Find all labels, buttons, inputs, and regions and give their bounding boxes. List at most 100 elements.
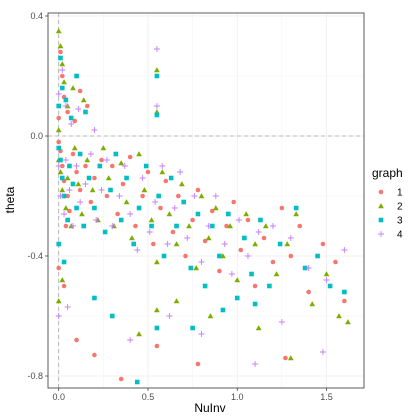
data-point bbox=[267, 283, 272, 289]
data-point bbox=[71, 145, 78, 151]
data-point bbox=[121, 163, 128, 169]
data-point bbox=[234, 277, 241, 283]
data-point bbox=[154, 112, 160, 118]
data-point bbox=[97, 163, 103, 169]
legend-label: 1 bbox=[397, 188, 403, 199]
data-point bbox=[84, 157, 91, 163]
data-point bbox=[70, 181, 76, 187]
data-point bbox=[217, 253, 222, 259]
data-point bbox=[59, 175, 65, 181]
data-point bbox=[190, 325, 195, 331]
data-point bbox=[75, 106, 82, 112]
data-point bbox=[61, 79, 67, 85]
legend-item-4: 4 bbox=[378, 230, 403, 241]
data-point bbox=[183, 253, 188, 259]
data-point bbox=[151, 241, 156, 247]
data-point bbox=[55, 163, 62, 169]
data-point bbox=[315, 253, 320, 259]
data-point bbox=[284, 241, 291, 247]
data-point bbox=[123, 199, 130, 205]
data-point bbox=[103, 157, 110, 163]
data-point bbox=[143, 163, 149, 169]
data-point bbox=[249, 271, 254, 277]
y-tick-label: -0.8 bbox=[27, 371, 43, 381]
data-point bbox=[252, 301, 258, 307]
data-point bbox=[258, 217, 263, 223]
data-point bbox=[345, 319, 351, 325]
legend-item-3: 3 bbox=[378, 216, 403, 227]
legend-item-2: 2 bbox=[378, 202, 403, 213]
data-point bbox=[59, 73, 65, 79]
data-point bbox=[136, 151, 142, 157]
data-point bbox=[77, 151, 83, 157]
data-point bbox=[159, 163, 166, 169]
legend-label: 2 bbox=[397, 202, 403, 213]
data-point bbox=[57, 193, 64, 199]
data-point bbox=[227, 223, 233, 229]
data-point bbox=[67, 163, 72, 169]
data-point bbox=[198, 331, 205, 337]
data-point bbox=[74, 337, 79, 343]
data-point bbox=[81, 223, 87, 229]
data-point bbox=[252, 241, 258, 247]
data-point bbox=[146, 229, 153, 235]
data-point bbox=[139, 175, 146, 181]
data-point bbox=[56, 103, 62, 109]
data-point bbox=[99, 157, 104, 163]
data-point bbox=[171, 205, 178, 211]
data-point bbox=[327, 283, 333, 289]
data-point bbox=[131, 241, 136, 247]
data-point bbox=[89, 187, 96, 193]
data-point bbox=[228, 271, 235, 277]
data-point bbox=[59, 67, 66, 73]
data-point bbox=[188, 265, 194, 271]
legend: graph 1 2 3 4 bbox=[372, 166, 403, 241]
data-point bbox=[217, 268, 222, 274]
data-point bbox=[66, 187, 73, 193]
y-axis-title: theta bbox=[3, 186, 17, 213]
data-point bbox=[56, 115, 62, 121]
data-point bbox=[59, 85, 65, 91]
data-point bbox=[62, 205, 69, 211]
data-point bbox=[226, 211, 231, 217]
data-point bbox=[68, 121, 75, 127]
data-point bbox=[205, 235, 212, 241]
data-point bbox=[195, 211, 201, 217]
data-point bbox=[205, 223, 212, 229]
data-point bbox=[124, 175, 129, 181]
panel-border bbox=[47, 12, 365, 389]
data-point bbox=[87, 151, 94, 157]
data-point bbox=[277, 241, 283, 247]
data-point bbox=[84, 103, 90, 109]
data-point bbox=[83, 163, 88, 169]
data-point bbox=[70, 223, 76, 229]
data-point bbox=[341, 247, 348, 253]
data-point bbox=[243, 211, 250, 217]
data-point bbox=[105, 175, 112, 181]
data-points bbox=[55, 28, 351, 385]
panel-background bbox=[48, 13, 364, 388]
data-point bbox=[64, 175, 71, 181]
data-point bbox=[63, 97, 69, 103]
series-1 bbox=[56, 49, 347, 382]
data-point bbox=[287, 355, 294, 361]
data-point bbox=[116, 193, 123, 199]
legend-key bbox=[378, 203, 384, 209]
data-point bbox=[166, 313, 173, 319]
data-point bbox=[164, 241, 171, 247]
data-point bbox=[269, 223, 276, 229]
legend-item-1: 1 bbox=[378, 188, 403, 199]
legend-title: graph bbox=[372, 166, 403, 180]
data-point bbox=[64, 304, 71, 310]
data-point bbox=[244, 253, 251, 259]
data-point bbox=[136, 331, 142, 337]
data-point bbox=[154, 73, 160, 79]
x-tick-label: 0.5 bbox=[142, 392, 155, 402]
series-3 bbox=[56, 55, 347, 385]
legend-label: 4 bbox=[397, 230, 403, 241]
data-point bbox=[245, 217, 251, 223]
data-point bbox=[333, 259, 338, 265]
y-axis-ticks: -0.8 -0.4 0.0 0.4 bbox=[27, 11, 48, 381]
data-point bbox=[55, 91, 62, 97]
data-point bbox=[163, 178, 169, 184]
